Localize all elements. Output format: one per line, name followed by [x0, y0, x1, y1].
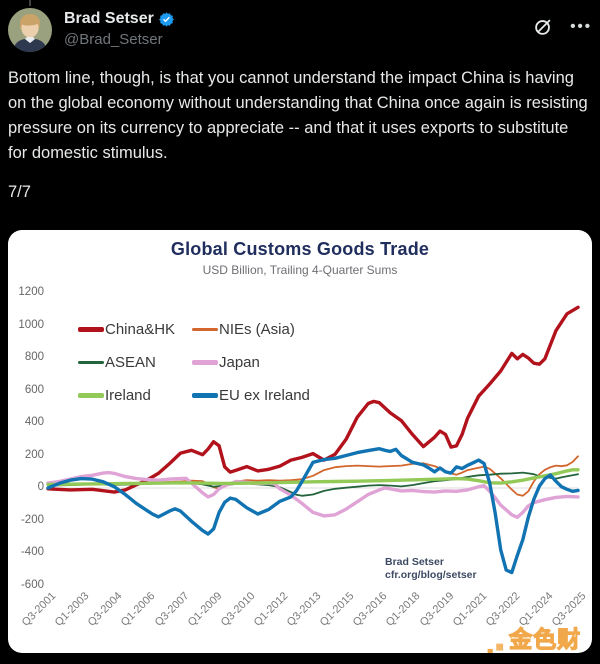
line-chart-plot: [46, 305, 580, 575]
legend-label: ASEAN: [105, 354, 156, 371]
legend-label: Japan: [219, 354, 260, 371]
legend-item-nies-asia-: NIEs (Asia): [192, 321, 310, 338]
legend-swatch: [192, 328, 218, 331]
y-tick-label: 1200: [18, 286, 44, 298]
legend-label: Ireland: [105, 387, 151, 404]
legend-swatch: [78, 361, 104, 364]
legend-item-china-hk: China&HK: [78, 321, 192, 338]
legend-swatch: [192, 360, 218, 365]
grok-icon[interactable]: [532, 16, 554, 38]
y-tick-label: -600: [20, 578, 44, 591]
y-tick-label: 200: [24, 448, 44, 461]
tweet-body-text: Bottom line, though, is that you cannot …: [8, 69, 588, 162]
series-line-japan: [46, 470, 580, 519]
legend-swatch: [192, 393, 218, 398]
thread-connector-line: [29, 0, 31, 6]
y-tick-label: -400: [20, 546, 44, 558]
more-menu-icon[interactable]: •••: [570, 18, 592, 35]
chart-subtitle: USD Billion, Trailing 4-Quarter Sums: [202, 263, 398, 277]
y-tick-label: 0: [37, 481, 44, 493]
author-block: Brad Setser @Brad_Setser: [64, 8, 175, 50]
author-name[interactable]: Brad Setser: [64, 10, 154, 27]
avatar[interactable]: [8, 8, 52, 52]
series-line-eu-ex-ireland: [46, 447, 580, 575]
verified-badge-icon: [158, 11, 174, 27]
legend-item-japan: Japan: [192, 354, 310, 371]
legend-label: China&HK: [105, 321, 176, 338]
legend-label: EU ex Ireland: [219, 387, 310, 404]
header-actions: •••: [532, 8, 592, 38]
chart-title: Global Customs Goods Trade: [170, 239, 430, 259]
legend-item-ireland: Ireland: [78, 387, 192, 404]
jinse-logo-icon: [487, 643, 504, 653]
y-tick-label: 600: [24, 383, 44, 396]
y-tick-label: 800: [24, 351, 44, 363]
jinse-watermark-text: 金色财经: [509, 625, 582, 652]
y-tick-label: 400: [24, 416, 44, 428]
legend-swatch: [78, 393, 104, 398]
series-line-ireland: [46, 468, 580, 487]
tweet-header: Brad Setser @Brad_Setser •••: [8, 8, 592, 54]
series-line-china-hk: [46, 305, 580, 494]
watermark-author: Brad Setser: [385, 556, 444, 568]
legend-swatch: [78, 327, 104, 332]
legend-item-asean: ASEAN: [78, 354, 192, 371]
jinse-caijing-watermark: 金色财经: [485, 620, 592, 653]
tweet-image-chart[interactable]: Global Customs Goods Trade USD Billion, …: [8, 230, 592, 653]
chart-legend: China&HK NIEs (Asia) ASEAN Japan Ireland EU e…: [78, 321, 310, 404]
y-tick-label: 1000: [18, 318, 44, 331]
legend-label: NIEs (Asia): [219, 321, 295, 338]
watermark-url: cfr.org/blog/setser: [385, 569, 477, 581]
chart-watermark: Brad Setser cfr.org/blog/setser: [385, 556, 477, 582]
y-tick-label: -200: [20, 513, 44, 526]
legend-item-eu-ex-ireland: EU ex Ireland: [192, 387, 310, 404]
author-handle[interactable]: @Brad_Setser: [64, 31, 163, 48]
thread-position-marker: 7/7: [8, 183, 31, 201]
